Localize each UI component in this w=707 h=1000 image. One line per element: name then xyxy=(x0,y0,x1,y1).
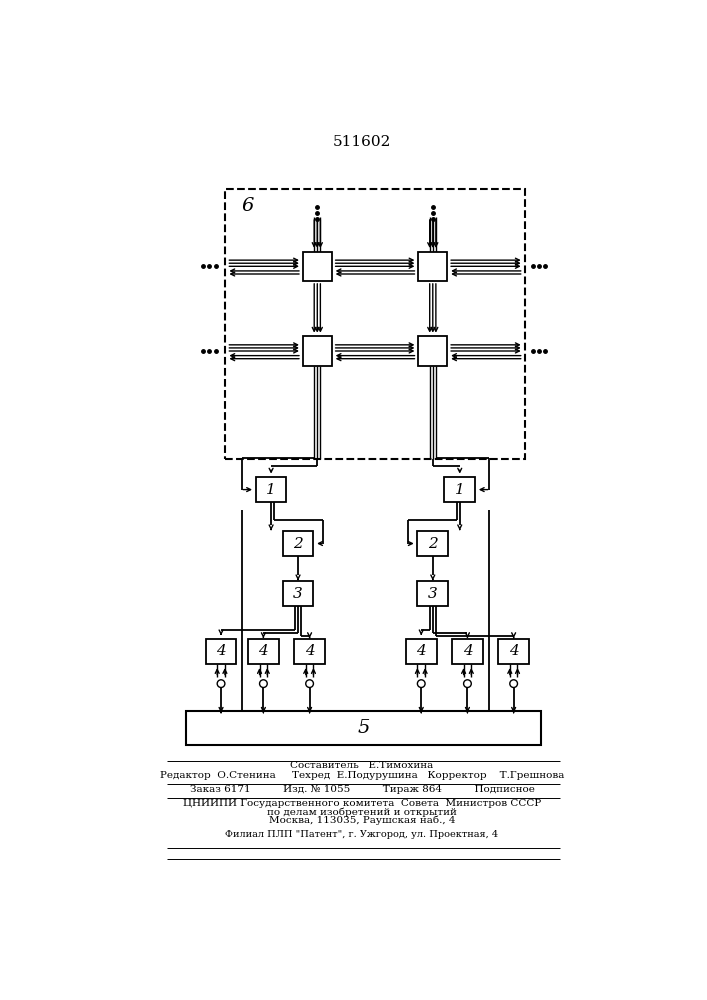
Bar xyxy=(406,639,437,664)
Text: Филиал ПЛП "Патент", г. Ужгород, ул. Проектная, 4: Филиал ПЛП "Патент", г. Ужгород, ул. Про… xyxy=(226,830,498,839)
Text: 4: 4 xyxy=(216,644,226,658)
Text: 3: 3 xyxy=(293,587,303,601)
Text: 4: 4 xyxy=(416,644,426,658)
Bar xyxy=(418,336,448,366)
Bar xyxy=(206,639,236,664)
Bar xyxy=(283,531,313,556)
Bar xyxy=(452,639,483,664)
Bar xyxy=(444,477,475,502)
Text: 4: 4 xyxy=(509,644,518,658)
Bar xyxy=(225,189,525,459)
Text: Составитель   Е.Тимохина: Составитель Е.Тимохина xyxy=(291,761,433,770)
Bar xyxy=(248,639,279,664)
Text: Заказ 6171          Изд. № 1055          Тираж 864          Подписное: Заказ 6171 Изд. № 1055 Тираж 864 Подписн… xyxy=(189,785,534,794)
Text: 4: 4 xyxy=(259,644,268,658)
Text: 2: 2 xyxy=(428,536,438,550)
Text: 3: 3 xyxy=(428,587,438,601)
Bar xyxy=(498,639,529,664)
Text: ЦНИИПИ Государственного комитета  Совета  Министров СССР: ЦНИИПИ Государственного комитета Совета … xyxy=(183,799,541,808)
Text: 511602: 511602 xyxy=(333,135,391,149)
Bar xyxy=(417,581,448,606)
Bar xyxy=(417,531,448,556)
Text: Москва, 113035, Раушская наб., 4: Москва, 113035, Раушская наб., 4 xyxy=(269,816,455,825)
Text: 4: 4 xyxy=(462,644,472,658)
Text: 4: 4 xyxy=(305,644,315,658)
Bar xyxy=(294,639,325,664)
Text: Редактор  О.Стенина     Техред  Е.Подурушина   Корректор    Т.Грешнова: Редактор О.Стенина Техред Е.Подурушина К… xyxy=(160,771,564,780)
Bar xyxy=(256,477,286,502)
Bar xyxy=(187,711,541,745)
Text: по делам изобретений и открытий: по делам изобретений и открытий xyxy=(267,807,457,817)
Text: 6: 6 xyxy=(242,197,255,215)
Bar xyxy=(283,581,313,606)
Text: 2: 2 xyxy=(293,536,303,550)
Bar xyxy=(303,336,332,366)
Text: 5: 5 xyxy=(357,719,370,737)
Text: 1: 1 xyxy=(455,483,464,497)
Bar xyxy=(418,252,448,281)
Bar xyxy=(303,252,332,281)
Text: 1: 1 xyxy=(267,483,276,497)
